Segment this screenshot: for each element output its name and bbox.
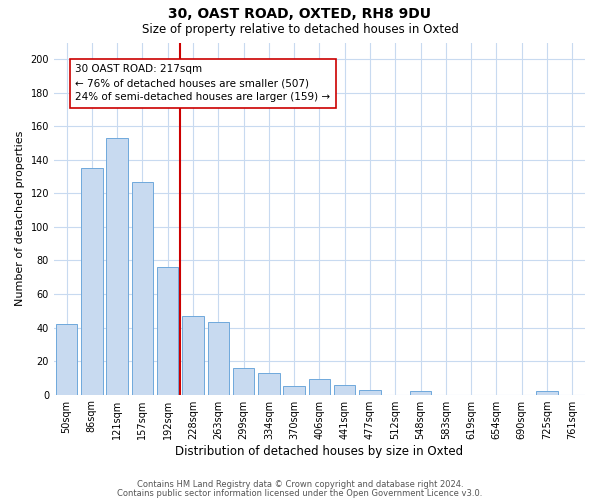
Y-axis label: Number of detached properties: Number of detached properties <box>15 131 25 306</box>
Bar <box>182 316 204 394</box>
Bar <box>283 386 305 394</box>
Bar <box>56 324 77 394</box>
Bar <box>258 373 280 394</box>
Text: Contains public sector information licensed under the Open Government Licence v3: Contains public sector information licen… <box>118 488 482 498</box>
X-axis label: Distribution of detached houses by size in Oxted: Distribution of detached houses by size … <box>175 444 464 458</box>
Bar <box>157 267 178 394</box>
Bar <box>81 168 103 394</box>
Text: Size of property relative to detached houses in Oxted: Size of property relative to detached ho… <box>142 22 458 36</box>
Bar <box>208 322 229 394</box>
Bar <box>131 182 153 394</box>
Bar <box>334 384 355 394</box>
Bar <box>106 138 128 394</box>
Bar <box>410 391 431 394</box>
Text: 30 OAST ROAD: 217sqm
← 76% of detached houses are smaller (507)
24% of semi-deta: 30 OAST ROAD: 217sqm ← 76% of detached h… <box>76 64 331 102</box>
Bar <box>233 368 254 394</box>
Text: Contains HM Land Registry data © Crown copyright and database right 2024.: Contains HM Land Registry data © Crown c… <box>137 480 463 489</box>
Bar <box>536 391 558 394</box>
Bar <box>309 380 330 394</box>
Bar <box>359 390 381 394</box>
Text: 30, OAST ROAD, OXTED, RH8 9DU: 30, OAST ROAD, OXTED, RH8 9DU <box>169 8 431 22</box>
